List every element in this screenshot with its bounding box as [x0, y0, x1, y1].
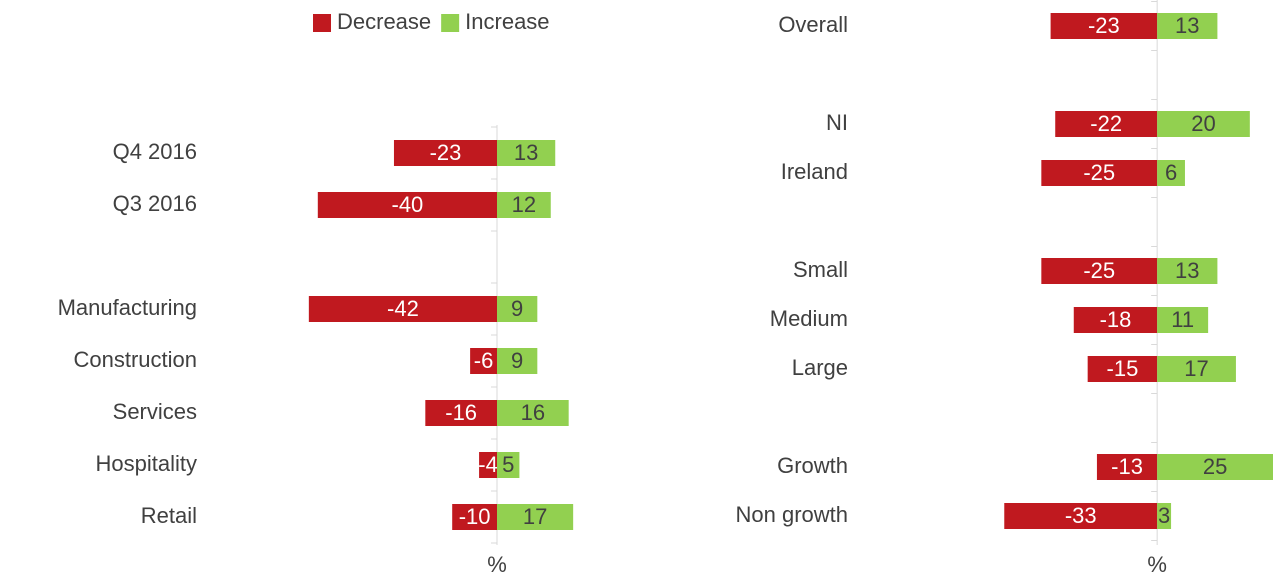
- bar: [393, 140, 497, 166]
- bar: [1157, 160, 1185, 186]
- category-label: Ireland: [781, 159, 848, 184]
- bar: [1157, 503, 1172, 529]
- bar: [1157, 13, 1218, 39]
- bar: [308, 296, 497, 322]
- bar-value-label: -23: [430, 140, 462, 165]
- bar: [497, 452, 520, 478]
- bar-value-label: 16: [521, 400, 545, 425]
- category-label: Q3 2016: [113, 191, 197, 216]
- bar: [1055, 111, 1158, 137]
- bar: [1041, 258, 1158, 284]
- bar: [1157, 356, 1236, 382]
- bar-value-label: 17: [1184, 356, 1208, 381]
- bar: [497, 192, 551, 218]
- bar-value-label: 6: [1165, 160, 1177, 185]
- bar-value-label: -23: [1088, 13, 1120, 38]
- category-label: Q4 2016: [113, 139, 197, 164]
- legend-swatch: [441, 14, 460, 32]
- bar-value-label: -13: [1111, 454, 1143, 479]
- category-label: Construction: [73, 347, 197, 372]
- bar: [1087, 356, 1158, 382]
- category-label: Manufacturing: [58, 295, 197, 320]
- bar: [497, 348, 538, 374]
- bar-value-label: 3: [1158, 503, 1170, 528]
- bar: [317, 192, 497, 218]
- bar: [1004, 503, 1158, 529]
- x-axis-label: %: [487, 552, 507, 577]
- bar: [479, 452, 497, 478]
- bar: [1050, 13, 1158, 39]
- bar: [1157, 111, 1250, 137]
- bar-value-label: 25: [1203, 454, 1227, 479]
- category-label: Non growth: [735, 502, 848, 527]
- bar: [1096, 454, 1158, 480]
- bar: [452, 504, 497, 530]
- bar-value-label: -6: [474, 348, 494, 373]
- bar-value-label: -22: [1090, 111, 1122, 136]
- bar-value-label: -18: [1100, 307, 1132, 332]
- bar-value-label: -40: [392, 192, 424, 217]
- bar: [497, 504, 574, 530]
- bar-value-label: 5: [502, 452, 514, 477]
- bar-value-label: -16: [445, 400, 477, 425]
- category-label: Large: [792, 355, 848, 380]
- legend-label: Increase: [465, 9, 549, 34]
- category-label: Small: [793, 257, 848, 282]
- bar-value-label: 12: [512, 192, 536, 217]
- bar-value-label: -10: [459, 504, 491, 529]
- bar-value-label: 9: [511, 296, 523, 321]
- category-label: Services: [113, 399, 197, 424]
- bar: [1157, 307, 1209, 333]
- category-label: NI: [826, 110, 848, 135]
- bar: [1157, 258, 1218, 284]
- bar: [1073, 307, 1158, 333]
- bar-value-label: 17: [523, 504, 547, 529]
- bar-value-label: -4: [478, 452, 498, 477]
- bar: [1157, 454, 1273, 480]
- bar-value-label: -33: [1065, 503, 1097, 528]
- bar: [425, 400, 497, 426]
- bar-value-label: 11: [1171, 307, 1194, 332]
- bar-value-label: -25: [1083, 160, 1115, 185]
- bar-value-label: 13: [1175, 13, 1199, 38]
- bar-value-label: -15: [1107, 356, 1139, 381]
- bar: [470, 348, 497, 374]
- category-label: Growth: [777, 453, 848, 478]
- bar: [497, 140, 556, 166]
- bar-value-label: -25: [1083, 258, 1115, 283]
- x-axis-label: %: [1147, 552, 1167, 577]
- bar: [1041, 160, 1158, 186]
- bar-value-label: 13: [1175, 258, 1199, 283]
- category-label: Hospitality: [96, 451, 197, 476]
- category-label: Medium: [770, 306, 848, 331]
- category-label: Overall: [778, 12, 848, 37]
- bar: [497, 296, 538, 322]
- bar: [497, 400, 569, 426]
- legend-label: Decrease: [337, 9, 431, 34]
- bar-value-label: -42: [387, 296, 419, 321]
- bar-value-label: 13: [514, 140, 538, 165]
- bar-value-label: 9: [511, 348, 523, 373]
- legend-swatch: [313, 14, 331, 32]
- category-label: Retail: [141, 503, 197, 528]
- bar-value-label: 20: [1191, 111, 1215, 136]
